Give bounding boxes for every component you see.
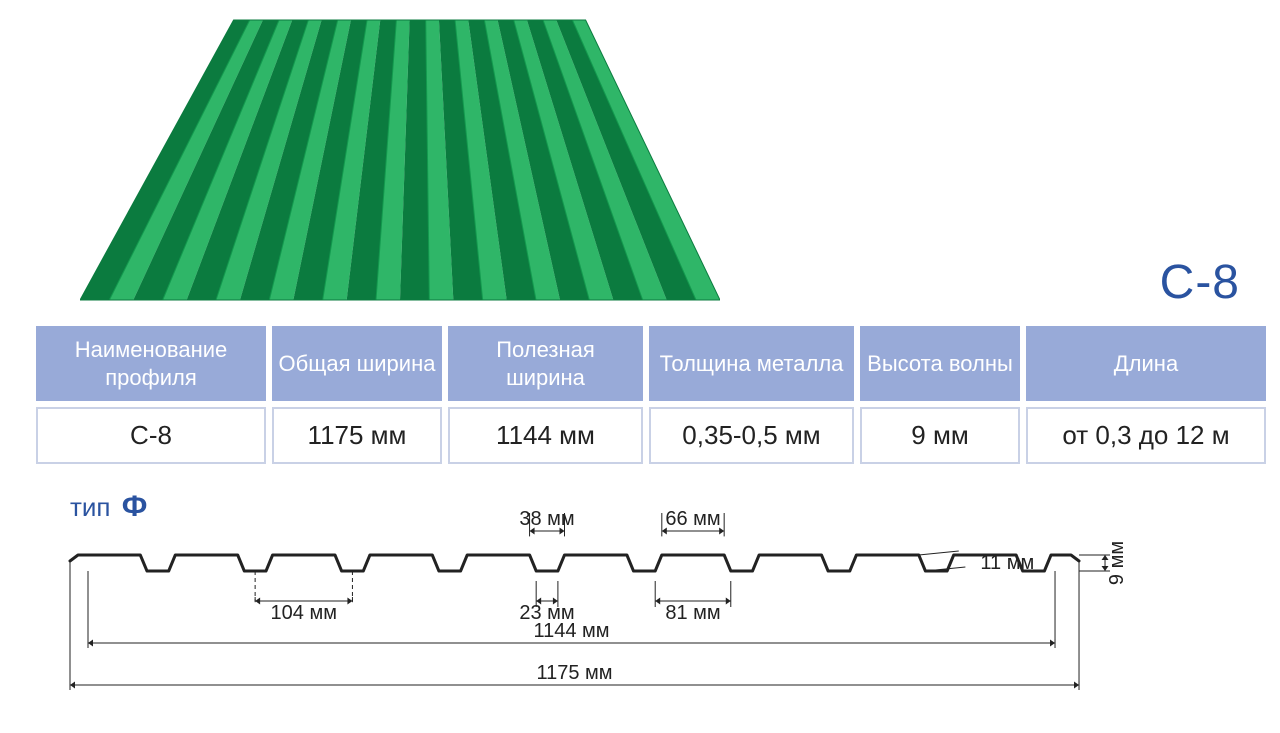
cell-name: С-8 bbox=[36, 407, 266, 464]
cell-useful: 1144 мм bbox=[448, 407, 643, 464]
product-code-label: С-8 bbox=[1160, 255, 1240, 310]
cell-total: 1175 мм bbox=[272, 407, 442, 464]
header-name: Наименование профиля bbox=[36, 326, 266, 401]
svg-text:104 мм: 104 мм bbox=[271, 602, 337, 624]
svg-text:81 мм: 81 мм bbox=[665, 602, 720, 624]
svg-text:11 мм: 11 мм bbox=[980, 552, 1034, 574]
svg-text:1175 мм: 1175 мм bbox=[536, 662, 612, 684]
cell-thick: 0,35-0,5 мм bbox=[649, 407, 854, 464]
svg-text:66 мм: 66 мм bbox=[665, 508, 720, 530]
cell-wave: 9 мм bbox=[860, 407, 1020, 464]
svg-text:1144 мм: 1144 мм bbox=[533, 620, 609, 642]
header-useful: Полезная ширина bbox=[448, 326, 643, 401]
cell-length: от 0,3 до 12 м bbox=[1026, 407, 1266, 464]
header-thick: Толщина металла bbox=[649, 326, 854, 401]
header-wave: Высота волны bbox=[860, 326, 1020, 401]
header-total: Общая ширина bbox=[272, 326, 442, 401]
profile-cross-section: 38 мм66 мм104 мм23 мм81 мм11 мм1144 мм11… bbox=[30, 500, 1250, 720]
svg-text:38 мм: 38 мм bbox=[519, 508, 574, 530]
svg-text:9 мм: 9 мм bbox=[1106, 541, 1128, 585]
spec-table: Наименование профиля Общая ширина Полезн… bbox=[30, 320, 1272, 470]
sheet-3d-illustration bbox=[80, 10, 720, 310]
table-row: С-8 1175 мм 1144 мм 0,35-0,5 мм 9 мм от … bbox=[36, 407, 1266, 464]
table-header-row: Наименование профиля Общая ширина Полезн… bbox=[36, 326, 1266, 401]
header-length: Длина bbox=[1026, 326, 1266, 401]
